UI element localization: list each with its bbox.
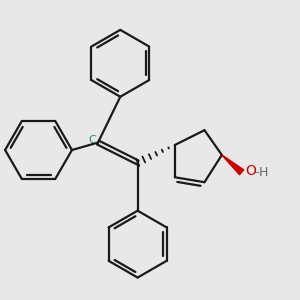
Polygon shape (222, 155, 244, 175)
Text: O: O (245, 164, 256, 178)
Text: H: H (259, 166, 268, 179)
Text: C: C (88, 135, 96, 145)
